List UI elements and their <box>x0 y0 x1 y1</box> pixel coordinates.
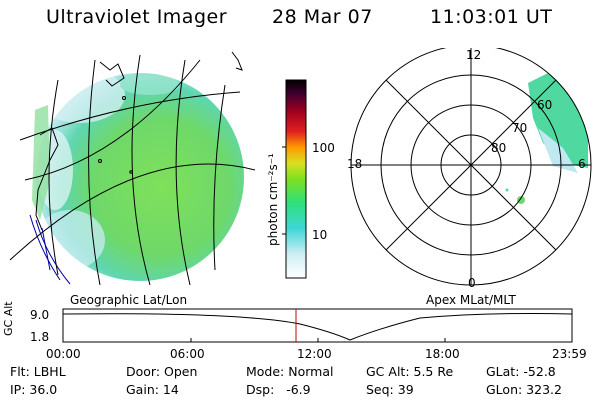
gc-alt-tick-1-8: 1.8 <box>30 330 50 344</box>
colorbar-tick-100: 100 <box>312 141 335 155</box>
caption-geographic: Geographic Lat/Lon <box>70 293 188 307</box>
status-door: Door: Open <box>126 364 198 379</box>
status-gcalt: GC Alt: 5.5 Re <box>366 364 454 379</box>
colorbar-tick-10: 10 <box>312 228 328 242</box>
time-label: 11:03:01 UT <box>430 6 553 28</box>
gc-alt-panel <box>62 308 573 343</box>
status-glat: GLat: -52.8 <box>486 364 556 379</box>
gc-alt-tick-9: 9.0 <box>30 308 50 322</box>
mlt-label-6: 6 <box>578 157 586 171</box>
status-seq: Seq: 39 <box>366 382 414 397</box>
lat-label-80: 80 <box>491 141 507 155</box>
time-tick-1800: 18:00 <box>425 347 460 361</box>
status-glon: GLon: 323.2 <box>486 382 562 397</box>
geographic-image <box>9 51 256 286</box>
time-tick-0600: 06:00 <box>170 347 205 361</box>
gc-alt-axis-label: GC Alt <box>2 301 15 336</box>
colorbar <box>282 79 307 279</box>
status-gain: Gain: 14 <box>126 382 179 397</box>
polar-plot <box>350 48 592 286</box>
mlt-label-12: 12 <box>466 48 482 62</box>
mlt-label-18: 18 <box>347 157 363 171</box>
colorbar-unit-label: photon cm⁻²s⁻¹ <box>266 153 280 246</box>
mlt-label-0: 0 <box>468 276 476 290</box>
date-label: 28 Mar 07 <box>272 6 373 28</box>
lat-label-60: 60 <box>537 98 553 112</box>
status-dsp: Dsp: -6.9 <box>246 382 311 397</box>
instrument-title: Ultraviolet Imager <box>46 6 228 28</box>
time-tick-0000: 00:00 <box>46 347 81 361</box>
time-tick-1200: 12:00 <box>297 347 332 361</box>
status-flt: Flt: LBHL <box>10 364 66 379</box>
lat-label-70: 70 <box>512 121 528 135</box>
caption-apex: Apex MLat/MLT <box>426 293 516 307</box>
time-tick-2359: 23:59 <box>552 347 587 361</box>
status-ip: IP: 36.0 <box>10 382 58 397</box>
status-mode: Mode: Normal <box>246 364 334 379</box>
